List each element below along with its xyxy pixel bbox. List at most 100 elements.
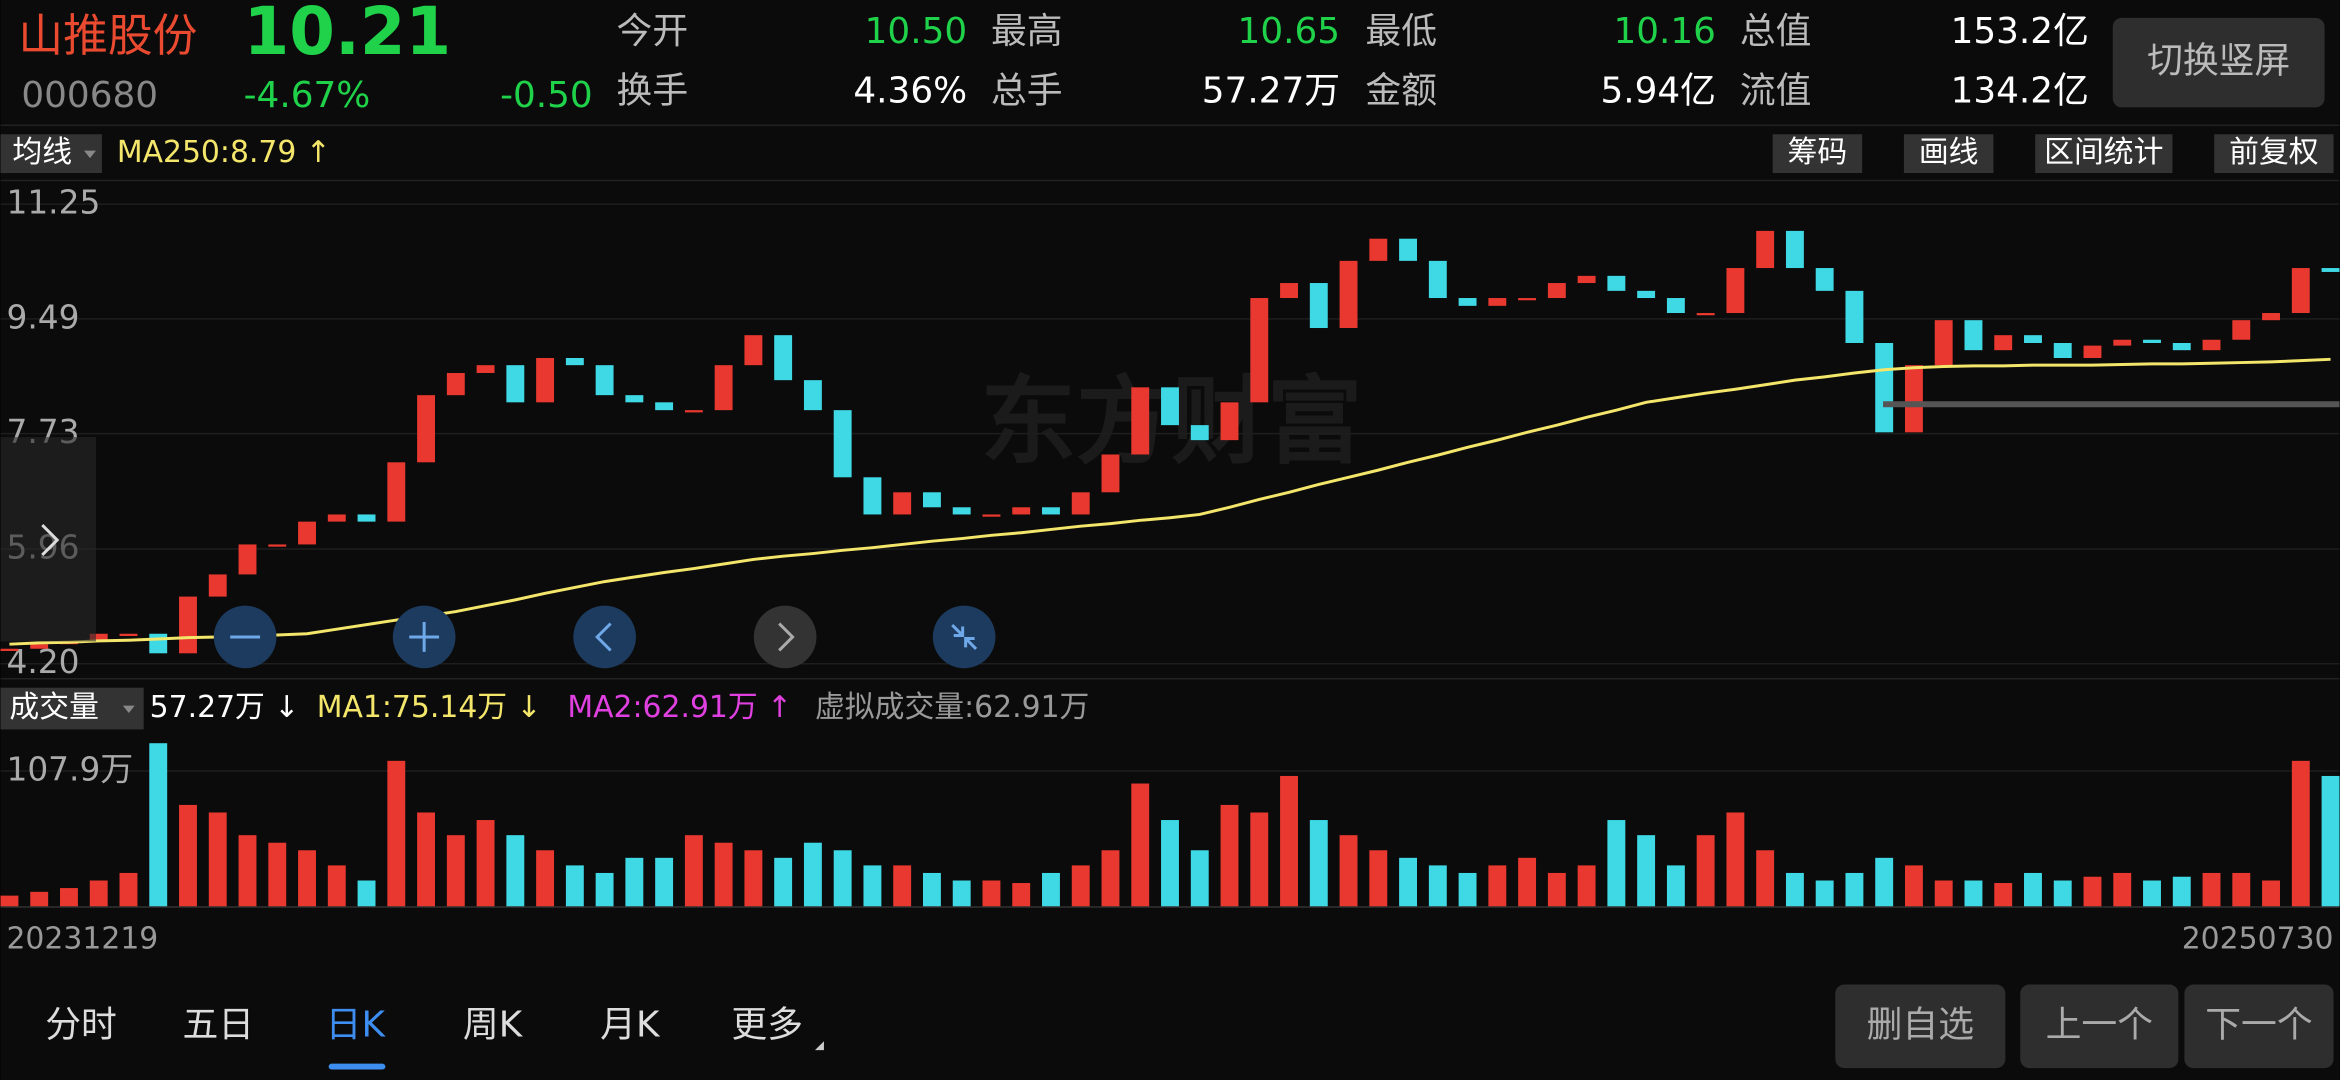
candle xyxy=(1190,425,1209,441)
volume-bar xyxy=(1071,865,1090,907)
tab[interactable]: 周K xyxy=(463,1004,524,1045)
field-value: 10.16 xyxy=(1613,11,1715,52)
volume-bar xyxy=(833,850,852,907)
candle xyxy=(268,544,287,547)
candle xyxy=(1012,507,1031,515)
volume-bar xyxy=(1488,865,1507,907)
candle xyxy=(1161,387,1179,426)
volume-bar xyxy=(2024,872,2042,907)
toolbar-button[interactable] xyxy=(2035,134,2173,174)
end-date: 20250730 xyxy=(2182,921,2334,956)
candle xyxy=(208,574,227,597)
action-button[interactable] xyxy=(2020,984,2179,1069)
ma-selector[interactable] xyxy=(0,134,102,174)
field-label: 金额 xyxy=(1365,70,1437,111)
toolbar-button[interactable] xyxy=(2214,134,2334,174)
candle xyxy=(30,644,49,649)
volume-selector[interactable] xyxy=(0,687,144,730)
volume-bar xyxy=(208,812,227,907)
candle xyxy=(1934,320,1953,366)
orientation-button[interactable] xyxy=(2112,17,2325,108)
action-button-label[interactable]: 上一个 xyxy=(2046,1004,2153,1045)
candle xyxy=(922,492,941,508)
toolbar-button-label[interactable]: 画线 xyxy=(1919,135,1979,170)
orientation-label[interactable]: 切换竖屏 xyxy=(2147,41,2290,82)
toolbar-button-label[interactable]: 筹码 xyxy=(1788,135,1848,170)
plus-icon xyxy=(409,622,440,652)
volume-bar xyxy=(357,880,376,907)
volume-bar xyxy=(1666,865,1685,907)
tab[interactable]: 分时 xyxy=(45,1004,117,1045)
reset-button[interactable] xyxy=(932,605,996,669)
candle xyxy=(1726,268,1745,314)
candle xyxy=(1339,260,1358,329)
side-panel-toggle[interactable] xyxy=(0,437,96,642)
volume-bar xyxy=(1994,883,2013,907)
stock-code: 000680 xyxy=(21,75,158,116)
volume-bar xyxy=(298,850,316,907)
toolbar-button-label[interactable]: 区间统计 xyxy=(2044,135,2163,170)
volume-bar xyxy=(238,835,257,907)
bottom-buttons: 删自选 上一个 下一个 xyxy=(1835,984,2334,1069)
candle xyxy=(774,335,793,381)
action-button[interactable] xyxy=(2184,984,2334,1069)
field-value: 5.94亿 xyxy=(1600,70,1716,111)
tab[interactable]: 日K xyxy=(326,1004,387,1045)
y-tick-label: 9.49 xyxy=(6,298,79,336)
action-button-label[interactable]: 下一个 xyxy=(2205,1004,2312,1045)
volume-bar xyxy=(327,865,346,907)
field-value: 153.2亿 xyxy=(1951,11,2089,52)
candle xyxy=(1607,275,1626,291)
volume-bar xyxy=(506,835,525,907)
candle xyxy=(625,395,644,403)
field-value: 134.2亿 xyxy=(1951,70,2089,111)
volume-bar xyxy=(446,835,465,907)
volume-bar xyxy=(774,857,793,907)
candle xyxy=(714,365,733,411)
expand-icon[interactable] xyxy=(41,524,60,556)
stock-name: 山推股份 xyxy=(18,9,197,62)
y-tick-label: 11.25 xyxy=(6,184,100,222)
prev-button[interactable] xyxy=(573,605,636,669)
toolbar-button-label[interactable]: 前复权 xyxy=(2229,135,2318,170)
ma2-label: MA2:62.91万 ↑ xyxy=(567,690,792,725)
candle xyxy=(506,365,525,403)
volume-bar xyxy=(1339,835,1358,907)
volume-bar xyxy=(179,804,197,907)
volume-bar xyxy=(1815,880,1834,907)
volume-bar xyxy=(2113,872,2132,907)
candle xyxy=(1845,290,1864,344)
volume-selector-label[interactable]: 成交量 xyxy=(9,690,98,725)
candle xyxy=(655,402,674,411)
candle xyxy=(744,335,763,366)
toolbar-buttons: 筹码 画线 区间统计 前复权 xyxy=(1772,134,2334,174)
volume-bar xyxy=(1131,783,1150,907)
volume-chart: 107.9万 xyxy=(0,743,2340,908)
volume-bar xyxy=(1399,857,1418,907)
volume-bar xyxy=(655,857,674,907)
tab[interactable]: 月K xyxy=(600,1004,661,1045)
field-value: 4.36% xyxy=(853,70,967,111)
start-date: 20231219 xyxy=(6,921,158,956)
field-value: 10.50 xyxy=(865,11,967,52)
volume-bar xyxy=(1190,850,1209,907)
ma-selector-label[interactable]: 均线 xyxy=(12,135,72,170)
candle xyxy=(833,410,852,478)
next-button[interactable] xyxy=(753,605,817,669)
volume-bar xyxy=(922,872,941,907)
candle xyxy=(1369,238,1388,261)
toolbar-button[interactable] xyxy=(1903,134,1994,174)
candle xyxy=(1785,230,1804,269)
shrink-icon xyxy=(951,623,978,650)
candle xyxy=(2143,339,2161,344)
candle xyxy=(298,521,316,545)
candle xyxy=(1875,343,1894,433)
tab[interactable]: 五日 xyxy=(182,1004,254,1045)
field-label: 总值 xyxy=(1740,11,1812,52)
tab[interactable]: 更多 xyxy=(731,1004,803,1045)
candle xyxy=(179,596,197,654)
action-button-label[interactable]: 删自选 xyxy=(1867,1004,1974,1045)
action-button[interactable] xyxy=(1835,984,2006,1069)
toolbar-button[interactable] xyxy=(1772,134,1863,174)
